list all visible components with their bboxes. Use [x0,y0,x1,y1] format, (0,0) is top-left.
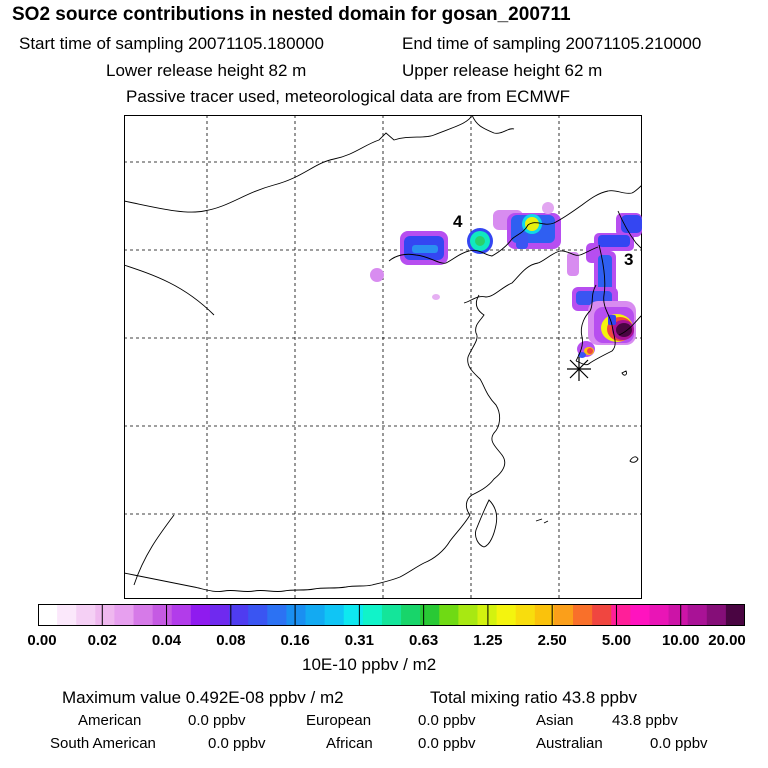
end-time: End time of sampling 20071105.210000 [402,34,702,53]
european-label: European [306,712,372,729]
colorbar-swatch [267,604,288,626]
colorbar-tick-label: 5.00 [601,632,632,649]
colorbar-swatch [649,604,670,626]
colorbar-swatch [152,604,173,626]
start-time: Start time of sampling 20071105.180000 [19,34,324,53]
colorbar-tick-label: 0.31 [344,632,374,649]
colorbar-swatch [477,604,498,626]
colorbar-tick-label: 0.02 [87,632,117,649]
colorbar-tick-label: 0.00 [27,632,57,649]
colorbar-swatch [38,604,58,626]
colorbar-swatch [630,604,651,626]
colorbar-tick-label: 0.08 [216,632,246,649]
colorbar-swatch [209,604,230,626]
asian-value: 43.8 ppbv [612,712,678,729]
map-grid [124,115,642,599]
colorbar-swatch [248,604,268,626]
australian-value: 0.0 ppbv [650,735,708,752]
colorbar-swatch [668,604,689,626]
colorbar-swatch [362,604,383,626]
colorbar-swatch [286,604,307,626]
european-value: 0.0 ppbv [418,712,476,729]
african-label: African [326,735,373,752]
colorbar-swatch [496,604,517,626]
colorbar-swatch [573,604,593,626]
colorbar-swatch [229,604,249,626]
colorbar-swatch [114,604,135,626]
colorbar-swatch [324,604,345,626]
colorbar-swatch [381,604,402,626]
colorbar-swatch [95,604,116,626]
colorbar-swatch [687,604,708,626]
asian-label: Asian [536,712,574,729]
lower-release-height: Lower release height 82 m [106,61,307,80]
concentration-field [370,202,642,358]
african-value: 0.0 ppbv [418,735,476,752]
tracer-note: Passive tracer used, meteorological data… [126,87,571,106]
colorbar-swatch [133,604,154,626]
colorbar-tick-label: 0.63 [409,632,439,649]
colorbar-frame [38,604,745,626]
colorbar-swatch [515,604,536,626]
south-american-value: 0.0 ppbv [208,735,266,752]
colorbar-swatch [57,604,77,626]
colorbar-swatch [592,604,612,626]
upper-release-height: Upper release height 62 m [402,61,603,80]
colorbar-tick-label: 2.50 [537,632,567,649]
maximum-value: Maximum value 0.492E-08 ppbv / m2 [62,688,344,707]
american-value: 0.0 ppbv [188,712,246,729]
colorbar-swatch [706,604,727,626]
colorbar-swatch [401,604,421,626]
australian-label: Australian [536,735,603,752]
region-label-3: 3 [624,250,633,269]
colorbar-swatch [190,604,211,626]
colorbar-tick-label: 20.00 [708,632,746,649]
colorbar-swatch [611,604,631,626]
colorbar-unit: 10E-10 ppbv / m2 [302,655,437,674]
colorbar-swatch [76,604,96,626]
colorbar-swatch [553,604,574,626]
colorbar-tick-label: 10.00 [661,632,700,649]
map-panel: 4 3 [124,115,642,599]
colorbar-tick-label: 0.04 [151,632,182,649]
total-mixing-ratio: Total mixing ratio 43.8 ppbv [430,688,637,707]
colorbar [38,604,745,626]
asterisk-icon [567,357,591,381]
colorbar-swatch [343,604,364,626]
colorbar-swatch [305,604,326,626]
colorbar-swatch [725,604,745,626]
plot-title: SO2 source contributions in nested domai… [12,4,571,25]
colorbar-swatch [420,604,440,626]
colorbar-tick-label: 1.25 [473,632,503,649]
coastlines [124,115,642,593]
american-label: American [78,712,142,729]
colorbar-swatch [534,604,555,626]
colorbar-swatch [458,604,479,626]
south-american-label: South American [50,735,156,752]
colorbar-tick-label: 0.16 [280,632,310,649]
region-label-4: 4 [453,212,463,231]
colorbar-swatch [171,604,192,626]
colorbar-swatch [439,604,459,626]
